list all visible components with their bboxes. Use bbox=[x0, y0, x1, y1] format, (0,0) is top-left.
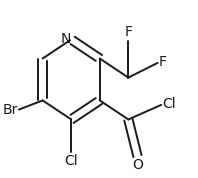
Text: Cl: Cl bbox=[64, 154, 78, 168]
Text: N: N bbox=[61, 32, 71, 46]
Text: F: F bbox=[159, 55, 167, 69]
Text: O: O bbox=[132, 158, 143, 172]
Text: Cl: Cl bbox=[163, 97, 176, 111]
Text: F: F bbox=[124, 25, 132, 40]
Text: Br: Br bbox=[3, 103, 18, 117]
